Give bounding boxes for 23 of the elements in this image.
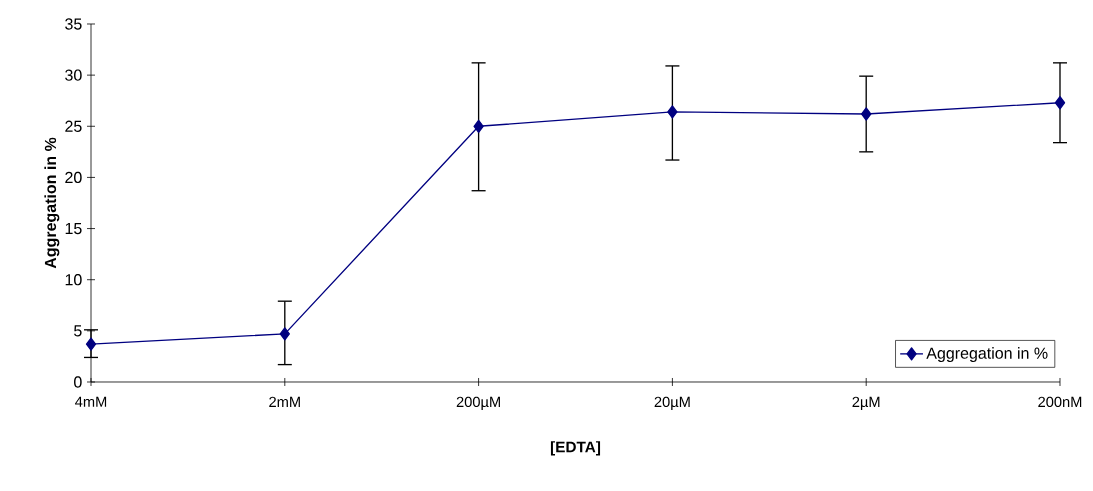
y-tick-label: 30 (65, 69, 82, 81)
point (861, 107, 872, 121)
y-tick-label: 10 (65, 274, 82, 286)
point (85, 337, 97, 351)
y-tick-label: 0 (74, 376, 82, 388)
x-tick-label: 2µM (852, 396, 880, 410)
point (667, 105, 678, 119)
y-axis-title: Aggregation in % (44, 137, 60, 269)
x-tick-label: 200nM (1038, 396, 1082, 408)
y-tick-label: 20 (65, 171, 82, 184)
y-tick-label: 25 (65, 120, 82, 132)
legend-label: Aggregation in % (926, 347, 1048, 362)
x-tick-label: 2mM (269, 396, 300, 407)
y-tick-label: 5 (74, 325, 82, 337)
point (1054, 96, 1066, 110)
x-tick-label: 4mM (75, 396, 107, 407)
x-tick-label: 200µM (456, 396, 500, 410)
y-tick-label: 15 (65, 222, 82, 235)
point (279, 327, 290, 341)
point (473, 119, 484, 133)
y-tick-label: 35 (65, 18, 82, 30)
x-tick-label: 20µM (654, 396, 690, 410)
x-axis-title: [EDTA] (550, 441, 601, 456)
